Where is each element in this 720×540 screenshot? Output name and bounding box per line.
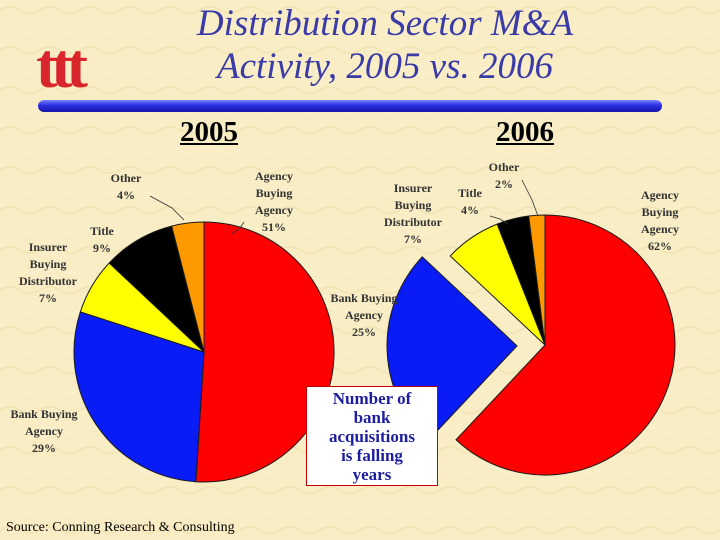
page-title: Distribution Sector M&A Activity, 2005 v… <box>150 2 620 88</box>
pie-slice-2006-agency-buying-agency <box>455 214 676 476</box>
pie-label-2005-insurer-buying-distributor: Insurer Buying Distributor 7% <box>19 240 78 305</box>
title-underline-bar <box>38 100 662 112</box>
pie-chart-2005 <box>73 221 335 483</box>
pie-label-2006-other: Other 2% <box>489 160 520 191</box>
pie-slice-2005-agency-buying-agency <box>195 221 335 483</box>
callout-line-4: is falling <box>341 446 403 465</box>
leader-line-2006-other <box>521 179 539 217</box>
callout-box: Number of bank acquisitions is falling y… <box>306 386 438 486</box>
pie-label-2006-insurer-buying-distributor: Insurer Buying Distributor 7% <box>384 181 443 246</box>
leader-line-2006-title <box>489 215 509 225</box>
title-line-1: Distribution Sector M&A <box>196 3 574 44</box>
pie-labels-2006: Agency Buying Agency 62% Bank Buying Agency 25… <box>330 160 679 339</box>
pie-slice-2006-other <box>528 214 546 346</box>
callout-line-1: Number of <box>332 389 412 408</box>
pie-label-2006-agency-buying-agency: Agency Buying Agency 62% <box>641 188 679 253</box>
pie-label-2006-title: Title 4% <box>458 186 482 217</box>
company-logo: ttt <box>36 30 88 101</box>
leader-line-2005-agency-buying-agency <box>231 221 245 235</box>
callout-line-3: acquisitions <box>329 427 415 446</box>
pie-labels-2005: Agency Buying Agency 51% Bank Buying Agency 29… <box>10 169 293 455</box>
pie-label-2005-bank-buying-agency: Bank Buying Agency 29% <box>10 407 77 455</box>
pie-label-2005-other: Other 4% <box>111 171 142 202</box>
leader-line-2005-other <box>149 195 185 221</box>
year-label-2005: 2005 <box>180 116 238 148</box>
pie-label-2006-bank-buying-agency: Bank Buying Agency 25% <box>330 291 397 339</box>
year-label-2006: 2006 <box>496 116 554 148</box>
pie-slice-2005-other <box>171 221 205 353</box>
source-note: Source: Conning Research & Consulting <box>6 520 235 535</box>
pie-chart-2006 <box>386 214 676 476</box>
pie-label-2005-agency-buying-agency: Agency Buying Agency 51% <box>255 169 293 234</box>
pie-label-2005-title: Title 9% <box>90 224 114 255</box>
pie-slice-2005-bank-buying-agency <box>73 311 205 483</box>
title-line-2: Activity, 2005 vs. 2006 <box>216 46 554 87</box>
callout-line-2: bank <box>353 408 391 427</box>
callout-line-5: years <box>352 465 392 484</box>
